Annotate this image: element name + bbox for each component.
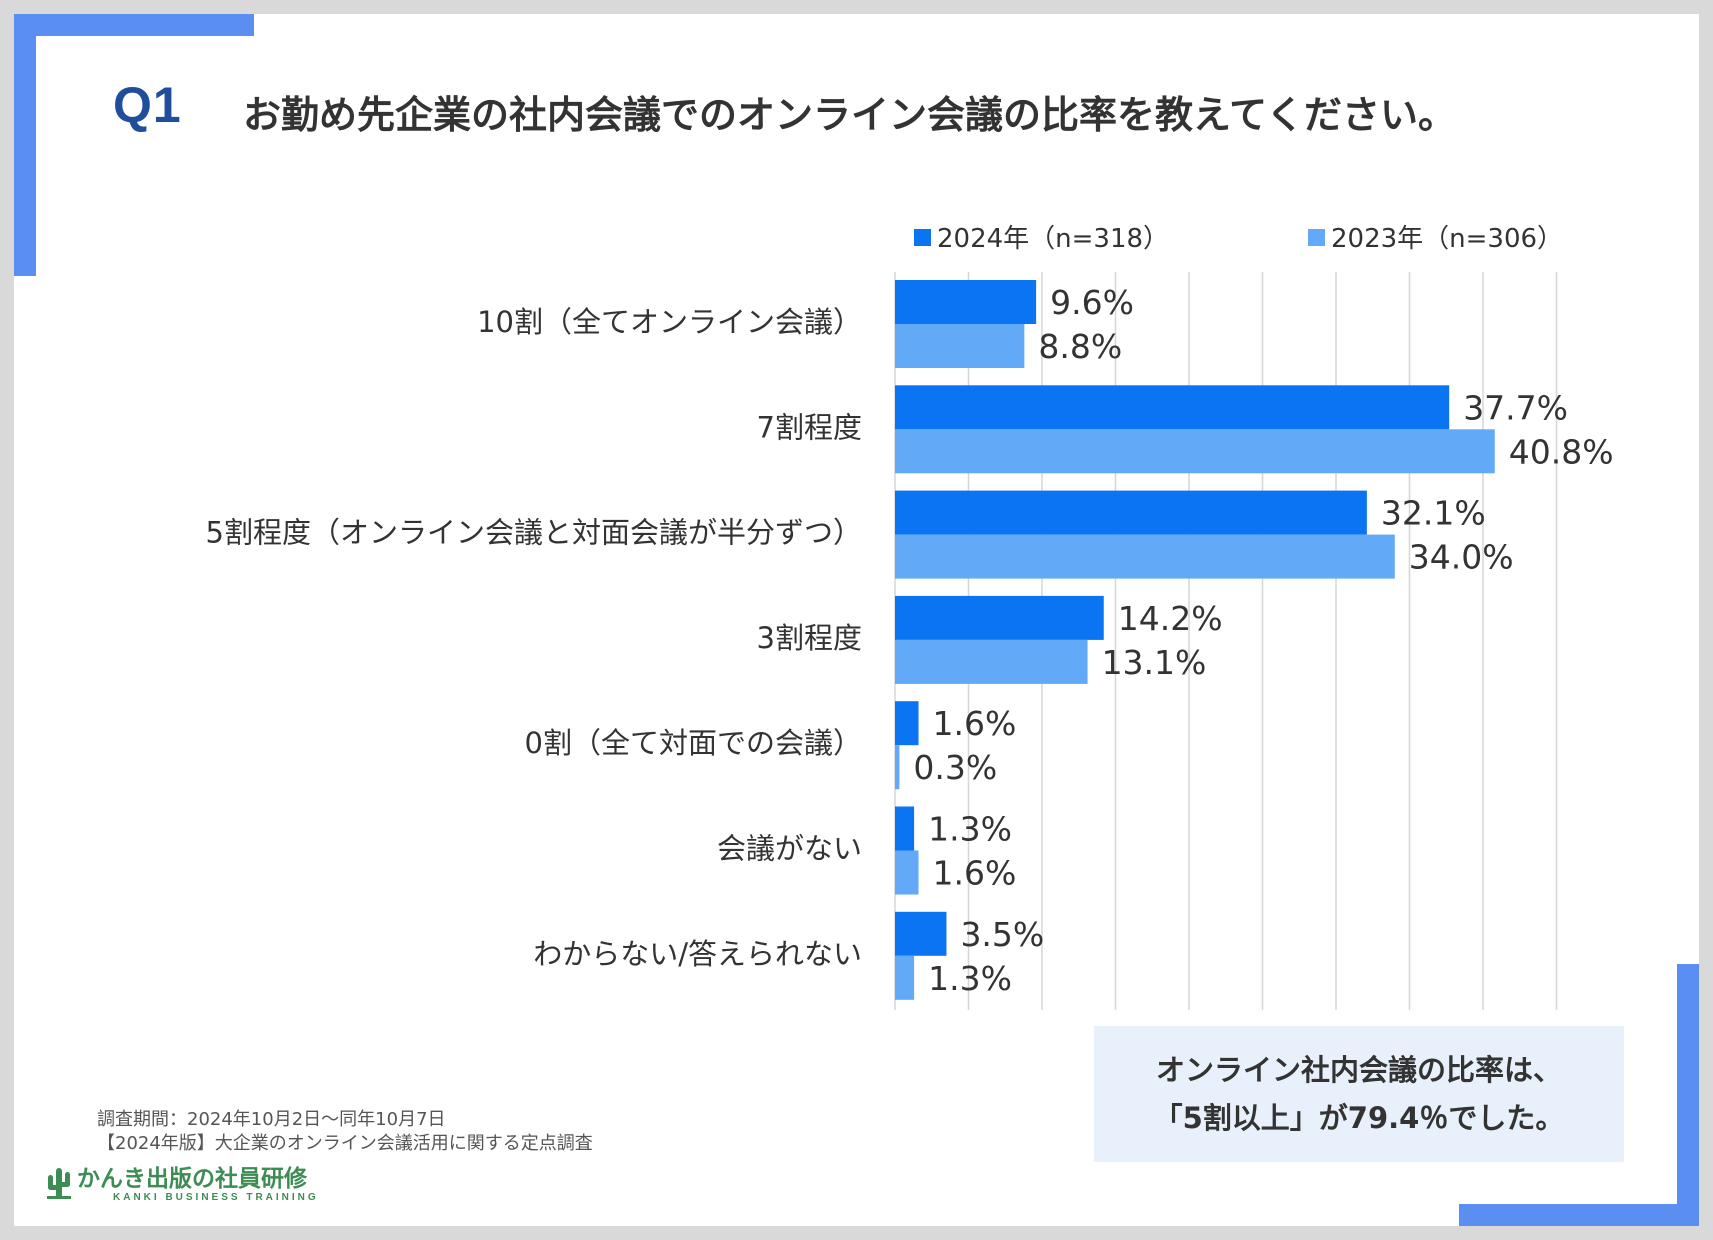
corner-accent-top-left: [14, 14, 254, 36]
data-label: 37.7%: [1463, 388, 1568, 427]
logo-tagline: KANKI BUSINESS TRAINING: [113, 1192, 319, 1203]
bar-2024: [895, 701, 919, 746]
bar-2023: [895, 745, 900, 790]
bar-2024: [895, 385, 1450, 430]
bar-2023: [895, 324, 1025, 368]
bar-2023: [895, 639, 1088, 684]
data-label: 1.3%: [928, 959, 1012, 998]
legend-item-2024: 2024年（n=318）: [914, 218, 1169, 255]
category-label: 10割（全てオンライン会議）: [477, 305, 862, 339]
bar-2024: [895, 595, 1104, 640]
bar-2023: [895, 534, 1395, 579]
bar-2024: [895, 806, 915, 851]
logo-wordmark: かんき出版の社員研修: [77, 1166, 307, 1192]
category-label: 7割程度: [757, 410, 862, 444]
legend-label-2023: 2023年（n=306）: [1331, 224, 1564, 254]
survey-footnote: 調査期間：2024年10月2日～同年10月7日 【2024年版】大企業のオンライ…: [97, 1108, 593, 1156]
legend-swatch-2024: [914, 229, 931, 246]
bar-2023: [895, 429, 1495, 474]
data-label: 0.3%: [913, 748, 997, 787]
category-label: わからない/答えられない: [533, 937, 862, 971]
callout-line-1: オンライン社内会議の比率は、: [1155, 1053, 1562, 1087]
data-label: 1.6%: [933, 854, 1017, 893]
data-label: 34.0%: [1409, 538, 1514, 577]
data-label: 8.8%: [1038, 327, 1122, 366]
survey-source: 【2024年版】大企業のオンライン会議活用に関する定点調査: [97, 1133, 593, 1154]
corner-accent-top-left-vertical: [14, 14, 36, 276]
data-label: 14.2%: [1118, 599, 1223, 638]
bar-2023: [895, 850, 919, 895]
bar-2024: [895, 911, 947, 956]
data-label: 3.5%: [960, 915, 1044, 954]
category-label: 会議がない: [717, 832, 862, 866]
question-number: Q1: [113, 77, 182, 133]
data-label: 13.1%: [1102, 643, 1207, 682]
data-label: 1.3%: [928, 810, 1012, 849]
legend-swatch-2023: [1308, 229, 1325, 246]
cactus-icon: [47, 1168, 71, 1199]
bar-2024: [895, 280, 1037, 324]
bar-2024: [895, 490, 1367, 535]
survey-card: [14, 14, 1699, 1226]
company-logo: かんき出版の社員研修 KANKI BUSINESS TRAINING: [45, 1166, 319, 1203]
question-title: お勤め先企業の社内会議でのオンライン会議の比率を教えてください。: [243, 93, 1456, 137]
category-label: 5割程度（オンライン会議と対面会議が半分ずつ）: [206, 516, 862, 550]
callout-line-2: 「5割以上」が79.4％でした。: [1153, 1101, 1565, 1135]
data-label: 40.8%: [1509, 432, 1614, 471]
data-label: 32.1%: [1381, 494, 1486, 533]
data-label: 1.6%: [933, 704, 1017, 743]
category-label: 3割程度: [757, 621, 862, 655]
legend-label-2024: 2024年（n=318）: [937, 224, 1170, 254]
data-label: 9.6%: [1050, 283, 1134, 322]
bar-2023: [895, 955, 915, 1000]
survey-period: 調査期間：2024年10月2日～同年10月7日: [97, 1109, 446, 1130]
corner-accent-bottom-right: [1459, 1204, 1699, 1226]
corner-accent-bottom-right-vertical: [1677, 964, 1699, 1226]
legend-item-2023: 2023年（n=306）: [1308, 218, 1563, 255]
category-label: 0割（全て対面での会議）: [525, 726, 862, 760]
summary-callout: オンライン社内会議の比率は、 「5割以上」が79.4％でした。: [1094, 1026, 1624, 1162]
